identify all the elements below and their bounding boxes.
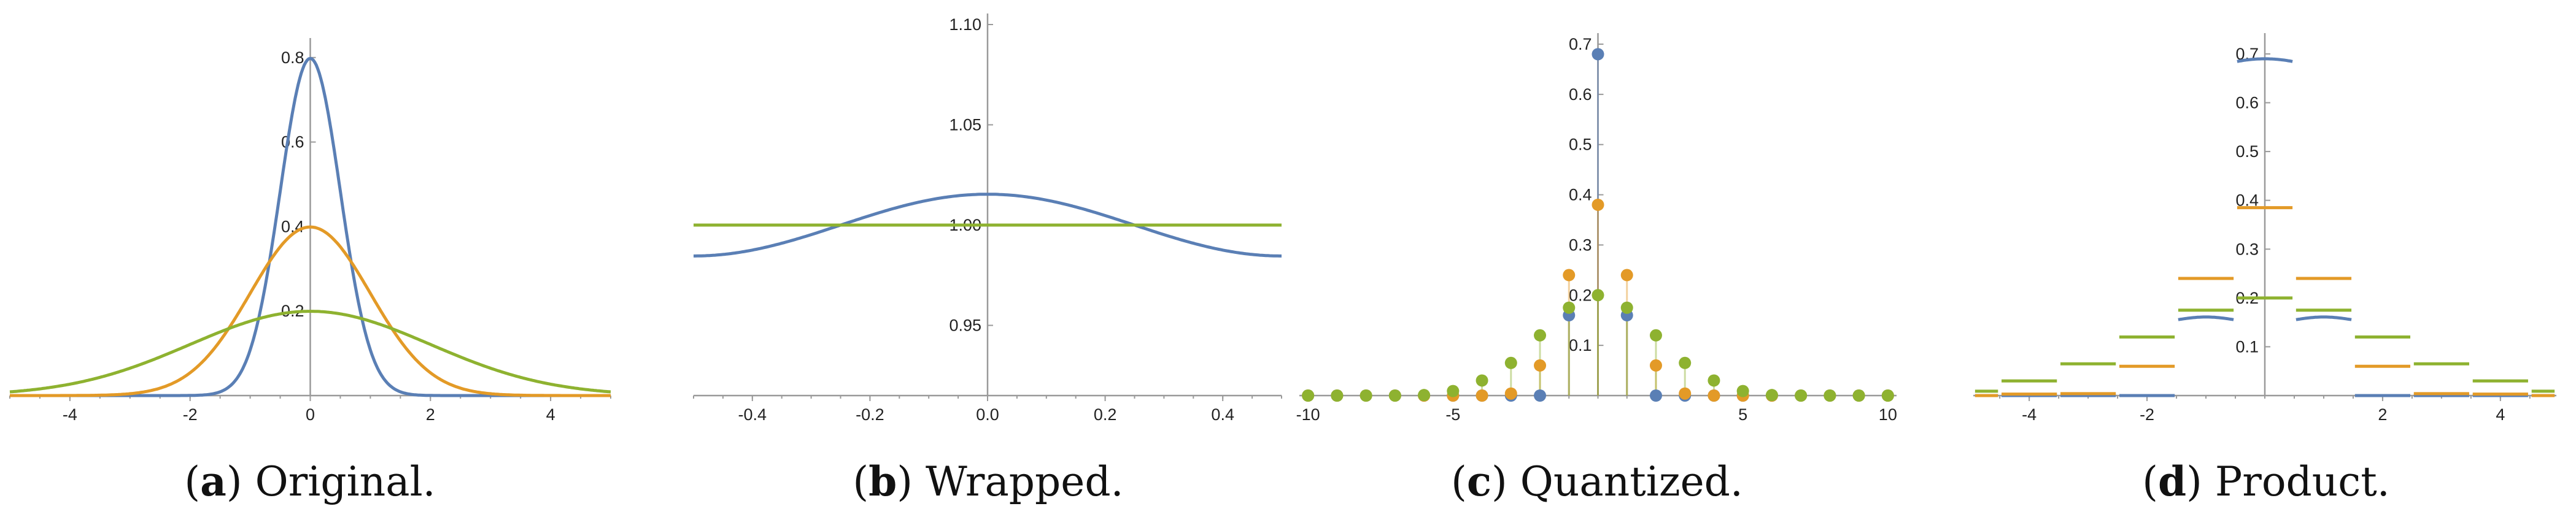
caption-paren-close: ) <box>897 458 913 505</box>
point-series-3 <box>1592 289 1604 302</box>
caption-letter: c <box>1467 458 1491 505</box>
x-tick-label: -4 <box>63 405 77 424</box>
point-series-1 <box>1592 48 1604 61</box>
y-tick-label: 0.6 <box>1569 85 1592 104</box>
point-series-3 <box>1388 389 1401 402</box>
caption-product: (d) Product. <box>2142 458 2390 505</box>
caption-letter: a <box>200 458 226 505</box>
step-segment-1 <box>2178 315 2234 321</box>
x-tick-label: 4 <box>546 405 555 424</box>
point-series-3 <box>1795 389 1808 402</box>
y-tick-label: 0.7 <box>1569 35 1592 53</box>
point-series-2 <box>1504 387 1517 400</box>
x-tick-label: 0.0 <box>976 405 999 424</box>
point-series-3 <box>1824 389 1836 402</box>
series-line-1 <box>694 193 1282 258</box>
y-tick-label: 0.4 <box>1569 186 1592 204</box>
point-series-2 <box>1476 389 1488 402</box>
panel-original: -4 -2 0 2 40.20.40.60.8(a) Original. <box>9 38 611 505</box>
x-tick-label: 10 <box>1879 405 1897 424</box>
y-tick-label: 0.8 <box>281 48 304 67</box>
point-series-3 <box>1852 389 1865 402</box>
caption-paren-close: ) <box>2186 458 2202 505</box>
point-series-2 <box>1534 359 1547 372</box>
y-tick-label: 1.05 <box>949 116 981 134</box>
x-tick-label: -2 <box>2140 405 2154 424</box>
point-series-3 <box>1649 329 1662 342</box>
point-series-3 <box>1360 389 1372 402</box>
y-tick-label: 0.3 <box>2235 240 2259 258</box>
series-line-2 <box>10 225 611 397</box>
panel-product: -4 -2 2 40.10.20.30.40.50.60.7(d) Product. <box>1973 33 2556 505</box>
y-tick-label: 0.5 <box>2235 142 2259 161</box>
y-tick-label: 0.2 <box>1569 286 1592 304</box>
panel-quantized: -10 -5 5 10 0.1 0.2 0.3 0.4 0.5 0.6 0.7 (c) Quantiz… <box>1296 33 1897 505</box>
caption-paren-close: ) <box>1491 458 1507 505</box>
point-series-3 <box>1534 329 1547 342</box>
point-series-3 <box>1302 389 1315 402</box>
y-tick-label: 0.6 <box>281 133 304 151</box>
caption-letter: d <box>2158 458 2186 505</box>
point-series-3 <box>1504 356 1517 369</box>
caption-wrapped: (b) Wrapped. <box>853 458 1123 505</box>
caption-quantized: (c) Quantized. <box>1451 458 1743 505</box>
point-series-2 <box>1620 269 1633 281</box>
point-series-3 <box>1620 301 1633 314</box>
y-tick-label: 0.1 <box>1569 336 1592 354</box>
point-series-3 <box>1476 374 1488 387</box>
y-tick-label: 0.1 <box>2235 337 2259 356</box>
series-line-3 <box>9 310 611 394</box>
x-tick-label: -0.4 <box>738 405 767 424</box>
point-series-3 <box>1447 385 1460 397</box>
x-tick-label: 0.2 <box>1094 405 1117 424</box>
caption-letter: b <box>868 458 897 505</box>
y-tick-label: 0.6 <box>2235 94 2259 112</box>
x-tick-label: 2 <box>426 405 435 424</box>
point-series-1 <box>1649 389 1662 402</box>
point-series-3 <box>1418 389 1431 402</box>
point-series-3 <box>1736 385 1749 397</box>
point-series-2 <box>1649 359 1662 372</box>
y-tick-label: 0.5 <box>1569 136 1592 154</box>
caption-text: Wrapped. <box>913 458 1124 505</box>
x-tick-label: -0.2 <box>856 405 884 424</box>
x-tick-label: -2 <box>183 405 198 424</box>
x-tick-label: 0 <box>306 405 315 424</box>
caption-text: Original. <box>242 458 436 505</box>
point-series-3 <box>1708 374 1720 387</box>
x-tick-label: 2 <box>2378 405 2387 424</box>
y-tick-label: 0.95 <box>949 316 981 335</box>
x-tick-label: -4 <box>2022 405 2036 424</box>
caption-paren-open: ( <box>853 458 868 505</box>
point-series-3 <box>1881 389 1894 402</box>
point-series-2 <box>1708 389 1720 402</box>
point-series-1 <box>1534 389 1547 402</box>
x-tick-label: -10 <box>1296 405 1320 424</box>
caption-original: (a) Original. <box>184 458 435 505</box>
point-series-3 <box>1679 356 1692 369</box>
point-series-2 <box>1563 269 1576 281</box>
caption-paren-open: ( <box>184 458 200 505</box>
point-series-3 <box>1765 389 1778 402</box>
step-segment-1 <box>2237 57 2293 63</box>
panel-wrapped: -0.4 -0.2 0.0 0.2 0.40.951.001.051.10(b) Wra… <box>693 13 1282 505</box>
x-tick-label: -5 <box>1445 405 1460 424</box>
caption-paren-close: ) <box>226 458 242 505</box>
y-tick-label: 1.10 <box>949 15 981 34</box>
y-tick-label: 0.3 <box>1569 236 1592 254</box>
point-series-3 <box>1563 301 1576 314</box>
caption-paren-open: ( <box>1451 458 1467 505</box>
x-tick-label: 5 <box>1738 405 1747 424</box>
caption-text: Quantized. <box>1507 458 1743 505</box>
caption-paren-open: ( <box>2142 458 2158 505</box>
x-tick-label: 0.4 <box>1211 405 1234 424</box>
x-tick-label: 4 <box>2496 405 2505 424</box>
point-series-2 <box>1679 387 1692 400</box>
caption-text: Product. <box>2202 458 2390 505</box>
point-series-3 <box>1331 389 1344 402</box>
point-series-2 <box>1592 198 1604 211</box>
step-segment-1 <box>2296 315 2352 321</box>
